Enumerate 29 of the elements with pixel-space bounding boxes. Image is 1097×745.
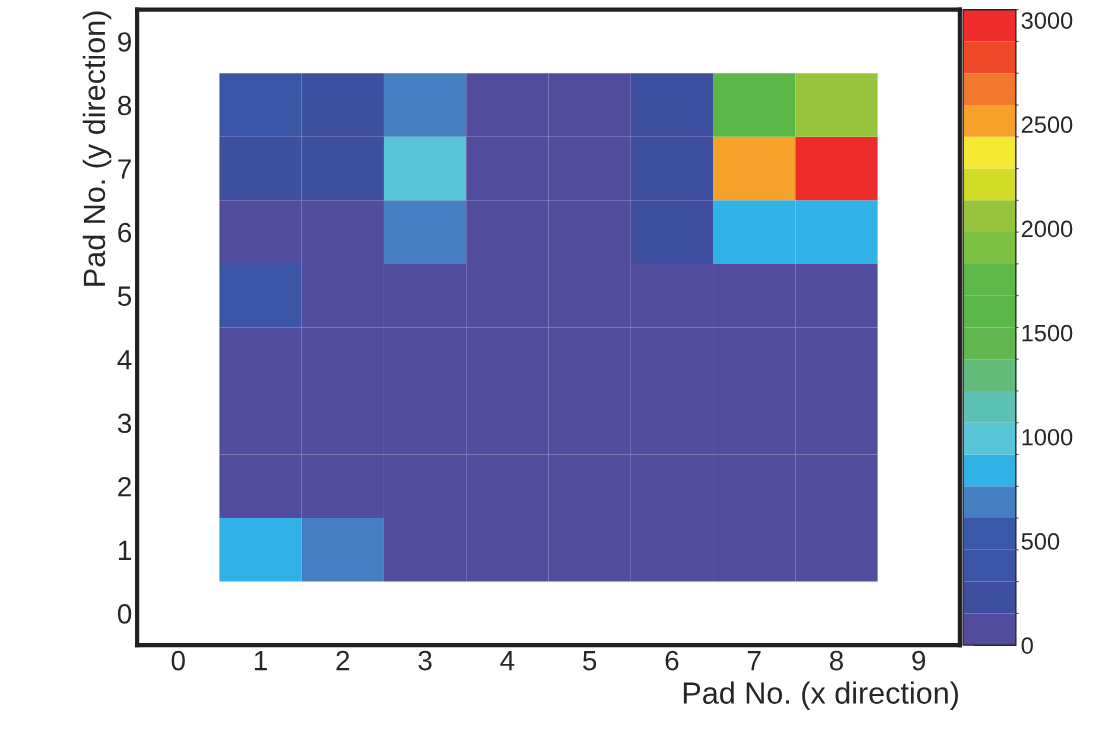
- y-tick-label: 8: [118, 95, 132, 116]
- y-axis-title: Pad No. (y direction): [82, 11, 112, 286]
- y-tick-label: 5: [117, 286, 132, 306]
- color-bar-label: 1000: [1022, 428, 1073, 446]
- color-bar-label: 3000: [1021, 12, 1073, 29]
- x-tick-label: 6: [665, 650, 679, 671]
- x-tick-label: 0: [171, 650, 185, 671]
- x-tick-label: 5: [583, 651, 597, 671]
- y-tick-label: 1: [118, 540, 131, 560]
- y-tick-label: 9: [118, 32, 131, 52]
- x-tick-label: 9: [912, 650, 926, 671]
- color-bar-label: 1500: [1022, 324, 1073, 342]
- color-bar-label: 2000: [1021, 220, 1073, 238]
- x-tick-label: 8: [829, 650, 843, 671]
- x-tick-label: 7: [747, 651, 761, 671]
- y-tick-label: 7: [118, 159, 131, 179]
- x-tick-label: 2: [336, 650, 350, 671]
- x-tick-label: 1: [254, 651, 267, 671]
- x-tick-label: 4: [500, 651, 515, 671]
- y-tick-label: 4: [117, 350, 132, 370]
- y-tick-label: 3: [117, 413, 132, 434]
- color-bar-label: 500: [1021, 533, 1060, 550]
- y-tick-label: 6: [118, 222, 132, 243]
- x-tick-label: 3: [418, 650, 432, 671]
- x-axis-title: Pad No. (x direction): [683, 681, 958, 710]
- color-bar-label: 0: [1021, 637, 1033, 654]
- color-bar-label: 2500: [1021, 116, 1073, 134]
- y-tick-label: 2: [118, 476, 131, 497]
- y-tick-label: 0: [117, 604, 132, 624]
